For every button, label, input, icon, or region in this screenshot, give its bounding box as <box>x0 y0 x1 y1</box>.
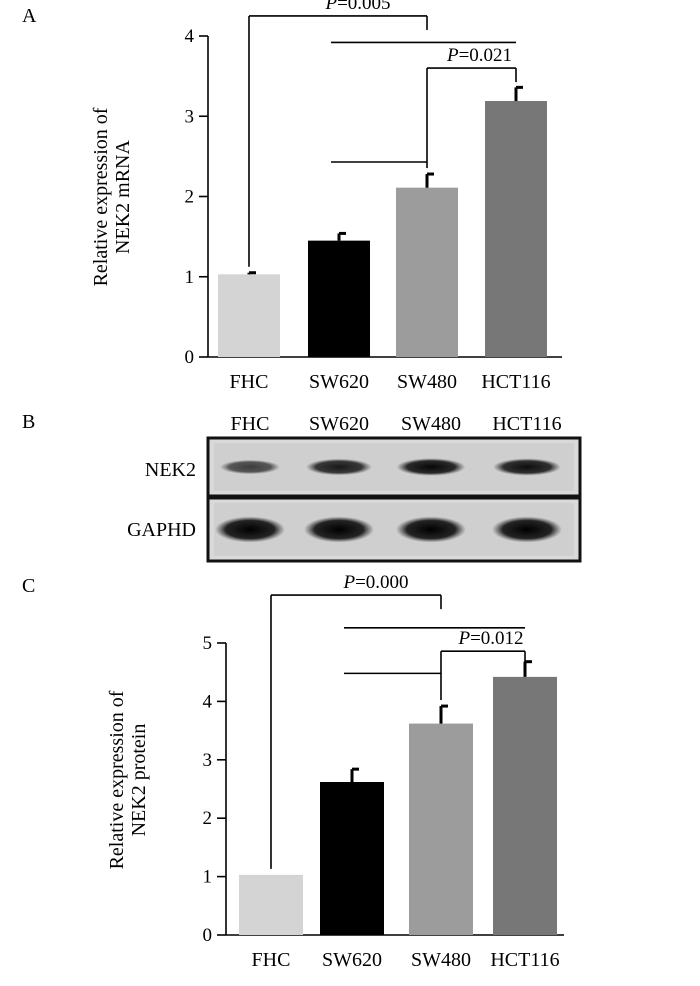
chart-a-error-bar-2 <box>425 172 434 188</box>
chart-c-y-axis-label: Relative expression of NEK2 protein <box>106 690 150 869</box>
wb-band-row-0-lane-3 <box>493 458 561 476</box>
chart-a-y-axis-label: Relative expression of NEK2 mRNA <box>90 107 134 286</box>
chart-c-ytick-label-2: 2 <box>203 808 213 829</box>
chart-a-category-labels: FHC SW620 SW480 HCT116 <box>230 371 551 393</box>
chart-c-ytick-label-0: 0 <box>203 925 213 946</box>
chart-a-bar-0 <box>218 274 280 357</box>
chart-c-p-value-2-symbol: P <box>457 628 470 649</box>
chart-c-error-bar-2 <box>439 704 448 724</box>
wb-lane-label-2: SW480 <box>401 413 461 435</box>
chart-c-error-bar-1 <box>350 767 359 782</box>
chart-a-bracket-2: P=0.021 <box>426 45 517 169</box>
western-blot: FHC SW620 SW480 HCT116 NEK2 GAPHD <box>127 413 582 563</box>
chart-a-p-value-0: P=0.005 <box>324 0 390 14</box>
wb-band-row-1-lane-2 <box>396 516 466 543</box>
chart-a-error-bars <box>247 85 523 275</box>
chart-a-bracket-0: P=0.005 <box>248 0 428 267</box>
chart-a-bar-3 <box>485 101 547 357</box>
wb-lane-label-0: FHC <box>231 413 270 435</box>
chart-c-error-bar-3 <box>523 660 532 677</box>
wb-lane-label-1: SW620 <box>309 413 369 435</box>
wb-band-row-1-lane-0 <box>215 516 285 543</box>
chart-c-category-label-0: FHC <box>252 949 291 971</box>
wb-band-row-1-lane-3 <box>492 516 562 543</box>
chart-c-ytick-label-5: 5 <box>203 633 213 654</box>
chart-a-category-label-3: HCT116 <box>481 371 550 393</box>
panel-label-c: C <box>22 575 35 597</box>
chart-c-y-axis-label-line-0: Relative expression of <box>106 690 128 869</box>
chart-a-y-axis-label-line-0: Relative expression of <box>90 107 112 286</box>
chart-a-p-value-0-number: =0.005 <box>337 0 390 14</box>
panel-label-b: B <box>22 411 35 433</box>
chart-c-p-value-0: P=0.000 <box>342 572 408 593</box>
chart-a-error-bar-1 <box>337 231 346 241</box>
chart-a-ytick-label-3: 3 <box>185 106 195 127</box>
chart-c-ytick-label-4: 4 <box>203 691 213 712</box>
chart-c-ytick-label-1: 1 <box>203 867 213 888</box>
chart-c-bracket-0: P=0.000 <box>270 572 442 869</box>
chart-c-category-label-3: HCT116 <box>490 949 559 971</box>
wb-band-row-1-lane-1 <box>304 516 374 543</box>
chart-a-bars <box>218 101 547 357</box>
chart-a-ytick-label-1: 1 <box>185 267 195 288</box>
chart-a-error-bar-0 <box>247 271 256 275</box>
chart-a-ytick-label-0: 0 <box>185 347 195 368</box>
chart-a-p-value-2-number: =0.021 <box>459 45 512 66</box>
chart-a-bar-2 <box>396 187 458 357</box>
chart-c-p-value-0-symbol: P <box>342 572 355 593</box>
chart-c-p-value-2: P=0.012 <box>457 628 523 649</box>
panel-label-a: A <box>22 5 37 27</box>
chart-c-bar-3 <box>493 676 557 935</box>
chart-a-ytick-label-4: 4 <box>185 26 195 47</box>
wb-row-label-0: NEK2 <box>145 459 196 481</box>
chart-a-ytick-label-2: 2 <box>185 187 195 208</box>
wb-lane-label-3: HCT116 <box>492 413 561 435</box>
chart-a-p-value-2: P=0.021 <box>446 45 512 66</box>
chart-c-bracket-2: P=0.012 <box>440 628 526 701</box>
chart-c-error-bars <box>350 660 532 782</box>
chart-c-ytick-label-3: 3 <box>203 750 213 771</box>
wb-band-row-0-lane-1 <box>305 458 373 476</box>
chart-a-error-bar-3 <box>514 85 523 102</box>
chart-c-p-value-0-number: =0.000 <box>355 572 408 593</box>
chart-a-category-label-1: SW620 <box>309 371 369 393</box>
chart-a-p-value-2-symbol: P <box>446 45 459 66</box>
chart-c-category-labels: FHC SW620 SW480 HCT116 <box>252 949 560 971</box>
chart-c-p-value-2-number: =0.012 <box>470 628 523 649</box>
wb-band-row-0-lane-2 <box>396 458 466 476</box>
chart-a-bar-1 <box>308 240 370 357</box>
chart-a-ticks: 0 1 2 3 4 <box>185 26 208 368</box>
chart-c-bar-0 <box>239 874 303 935</box>
chart-c-bar-2 <box>409 723 473 935</box>
chart-c-y-axis-label-line-1: NEK2 protein <box>128 724 150 837</box>
wb-row-label-1: GAPHD <box>127 519 196 541</box>
chart-a-y-axis-label-line-1: NEK2 mRNA <box>112 140 134 254</box>
chart-c-ticks: 0 1 2 3 4 5 <box>203 633 226 946</box>
wb-band-row-0-lane-0 <box>219 459 281 475</box>
chart-c-category-label-2: SW480 <box>411 949 471 971</box>
chart-c-bars <box>239 676 557 935</box>
chart-c-bar-1 <box>320 781 384 935</box>
chart-a-category-label-2: SW480 <box>397 371 457 393</box>
chart-a-p-value-0-symbol: P <box>324 0 337 14</box>
chart-c-category-label-1: SW620 <box>322 949 382 971</box>
chart-a-category-label-0: FHC <box>230 371 269 393</box>
